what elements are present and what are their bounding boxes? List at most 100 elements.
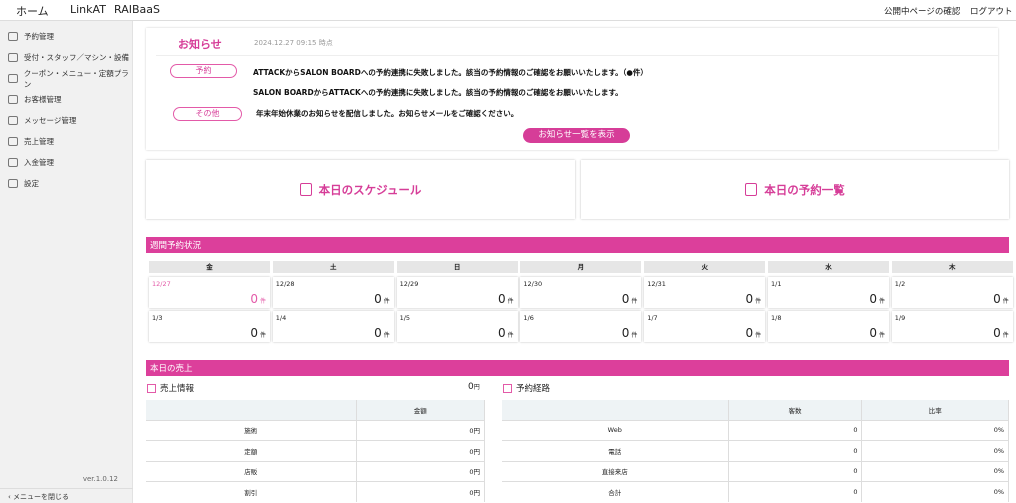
sidebar-item[interactable]: 入金管理 bbox=[0, 152, 132, 173]
sidebar-item-label: 売上管理 bbox=[24, 137, 54, 146]
notice-message[interactable]: SALON BOARDからATTACKへの予約連携に失敗しました。該当の予約情報… bbox=[253, 88, 623, 97]
weekly-section-header: 週間予約状況 bbox=[146, 237, 1009, 253]
message-icon bbox=[8, 116, 18, 125]
sidebar-item[interactable]: 設定 bbox=[0, 173, 132, 194]
table-row: 電話 0 0% bbox=[502, 440, 1009, 461]
day-cell[interactable]: 1/8 0 件 bbox=[768, 311, 889, 342]
tab-raibaas[interactable]: RAIBaaS bbox=[114, 3, 160, 16]
date-label: 1/8 bbox=[771, 314, 782, 322]
notice-panel: お知らせ 2024.12.27 09:15 時点 予約 その他 ATTACKから… bbox=[146, 28, 998, 150]
day-cell[interactable]: 1/9 0 件 bbox=[891, 311, 1013, 342]
date-label: 1/6 bbox=[523, 314, 534, 322]
day-header: 月 bbox=[520, 261, 642, 273]
payment-icon bbox=[8, 158, 18, 167]
row-label: 店販 bbox=[146, 460, 357, 482]
column-header: 比率 bbox=[861, 400, 1009, 420]
day-header: 水 bbox=[768, 261, 889, 273]
sales-info-table: 金額 施術 0円 定額 0円 店販 0円 割引 0円 bbox=[146, 400, 485, 502]
day-cell[interactable]: 1/2 0 件 bbox=[891, 277, 1013, 308]
sidebar-item-label: 予約管理 bbox=[24, 32, 54, 41]
gear-icon bbox=[8, 179, 18, 188]
sidebar-item[interactable]: 受付・スタッフ／マシン・設備 bbox=[0, 47, 132, 68]
day-cell[interactable]: 12/27 0 件 bbox=[149, 277, 270, 308]
row-amount: 0円 bbox=[356, 460, 485, 482]
date-label: 12/31 bbox=[647, 280, 666, 288]
route-table: 客数 比率 Web 0 0% 電話 0 0% 直接来店 0 0% 合計 0 0% bbox=[502, 400, 1009, 502]
row-ratio: 0% bbox=[861, 419, 1009, 441]
row-count: 0 bbox=[728, 460, 863, 482]
date-label: 1/4 bbox=[275, 314, 287, 322]
day-cell[interactable]: 12/30 0 件 bbox=[520, 277, 642, 308]
sidebar-item[interactable]: 売上管理 bbox=[0, 131, 132, 152]
divider bbox=[156, 55, 998, 56]
date-label: 1/9 bbox=[894, 314, 906, 322]
sales-section-header: 本日の売上 bbox=[146, 360, 1009, 376]
day-cell[interactable]: 12/28 0 件 bbox=[272, 277, 394, 308]
today-schedule-button[interactable]: 本日のスケジュール bbox=[146, 160, 575, 219]
sales-info-label: 売上情報 bbox=[160, 384, 195, 394]
row-count: 0 bbox=[728, 440, 863, 461]
logout-link[interactable]: ログアウト bbox=[970, 7, 1013, 17]
route-icon bbox=[503, 383, 512, 393]
row-amount: 0円 bbox=[356, 481, 485, 502]
day-cell[interactable]: 1/6 0 件 bbox=[520, 311, 642, 342]
day-cell[interactable]: 12/31 0 件 bbox=[644, 277, 766, 308]
date-label: 1/2 bbox=[894, 280, 906, 288]
sidebar-item-label: お客様管理 bbox=[24, 95, 62, 104]
day-cell[interactable]: 1/7 0 件 bbox=[644, 311, 766, 342]
notice-message[interactable]: 年末年始休業のお知らせを配信しました。お知らせメールをご確認ください。 bbox=[256, 109, 519, 118]
table-row: 合計 0 0% bbox=[502, 481, 1009, 502]
close-menu-button[interactable]: ‹ メニューを閉じる bbox=[0, 488, 133, 503]
day-cell[interactable]: 1/3 0 件 bbox=[149, 311, 270, 342]
sidebar-item[interactable]: 予約管理 bbox=[0, 26, 132, 47]
row-label: 直接来店 bbox=[502, 460, 729, 482]
date-label: 1/7 bbox=[647, 314, 658, 322]
sidebar-item-label: 入金管理 bbox=[24, 158, 54, 167]
column-header: 客数 bbox=[728, 400, 863, 420]
today-reservations-button[interactable]: 本日の予約一覧 bbox=[581, 160, 1009, 219]
clipboard-icon bbox=[745, 183, 758, 196]
sidebar-item[interactable]: メッセージ管理 bbox=[0, 110, 132, 131]
calendar-icon bbox=[8, 32, 18, 41]
day-cell[interactable]: 1/1 0 件 bbox=[768, 277, 889, 308]
row-label: 割引 bbox=[146, 481, 357, 502]
sidebar: 予約管理受付・スタッフ／マシン・設備クーポン・メニュー・定額プランお客様管理メッ… bbox=[0, 21, 133, 503]
row-ratio: 0% bbox=[861, 481, 1009, 502]
today-schedule-label: 本日のスケジュール bbox=[318, 182, 422, 197]
notice-list-button[interactable]: お知らせ一覧を表示 bbox=[523, 128, 630, 143]
day-cell[interactable]: 1/4 0 件 bbox=[272, 311, 394, 342]
sidebar-item-label: 設定 bbox=[24, 179, 39, 188]
public-page-link[interactable]: 公開中ページの確認 bbox=[884, 7, 961, 17]
tab-linkat[interactable]: LinkAT bbox=[70, 3, 106, 16]
coupon-icon bbox=[8, 74, 18, 83]
table-row: 定額 0円 bbox=[146, 440, 485, 461]
date-label: 1/5 bbox=[399, 314, 411, 322]
sidebar-item[interactable]: お客様管理 bbox=[0, 89, 132, 110]
calendar-clock-icon bbox=[299, 183, 312, 196]
day-header: 金 bbox=[149, 261, 270, 273]
sales-icon bbox=[147, 383, 156, 393]
sales-total: 0円 bbox=[468, 382, 480, 392]
day-cell[interactable]: 1/5 0 件 bbox=[396, 311, 518, 342]
row-count: 0 bbox=[728, 419, 863, 441]
date-label: 12/29 bbox=[399, 280, 419, 288]
notice-timestamp: 2024.12.27 09:15 時点 bbox=[254, 39, 333, 47]
table-row: 店販 0円 bbox=[146, 460, 485, 482]
sales-icon bbox=[8, 137, 18, 146]
row-label: 施術 bbox=[146, 419, 357, 441]
notice-message[interactable]: ATTACKからSALON BOARDへの予約連携に失敗しました。該当の予約情報… bbox=[253, 68, 648, 77]
sidebar-item-label: 受付・スタッフ／マシン・設備 bbox=[24, 53, 129, 62]
day-header: 日 bbox=[396, 261, 518, 273]
date-label: 12/28 bbox=[275, 280, 295, 288]
day-cell[interactable]: 12/29 0 件 bbox=[396, 277, 518, 308]
chevron-left-icon: ‹ bbox=[8, 493, 14, 501]
sidebar-item[interactable]: クーポン・メニュー・定額プラン bbox=[0, 68, 132, 89]
row-count: 0 bbox=[728, 481, 863, 502]
table-row: 施術 0円 bbox=[146, 419, 485, 441]
